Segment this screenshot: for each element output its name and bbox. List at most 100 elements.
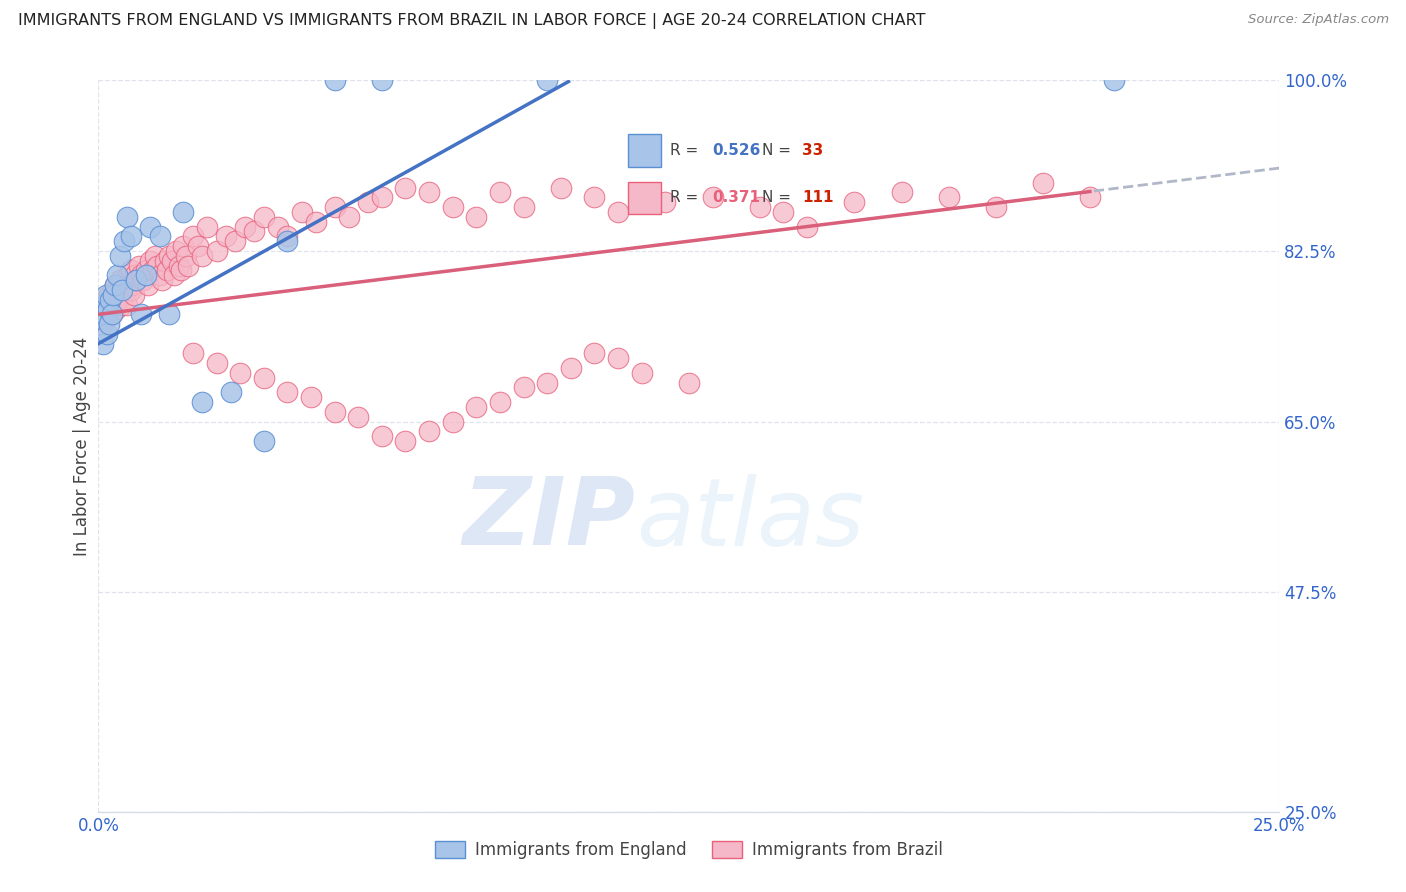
Point — [124, 268, 146, 283]
Text: N =: N = — [762, 144, 796, 158]
Point — [98, 293, 121, 307]
Point — [536, 376, 558, 390]
Point — [100, 307, 122, 321]
Point — [187, 239, 209, 253]
Point — [174, 249, 197, 263]
Text: R =: R = — [671, 190, 703, 205]
Point — [96, 326, 118, 341]
Point — [702, 190, 724, 204]
Point — [149, 268, 172, 283]
Point — [120, 283, 142, 297]
Point — [122, 288, 145, 302]
Point — [195, 219, 218, 234]
Point — [111, 297, 134, 311]
Point — [678, 376, 700, 390]
Text: atlas: atlas — [636, 474, 865, 565]
Point — [100, 307, 122, 321]
Point — [157, 307, 180, 321]
Point — [121, 263, 143, 277]
Point — [305, 215, 328, 229]
Point — [357, 195, 380, 210]
Point — [205, 244, 228, 258]
Point — [1032, 176, 1054, 190]
Text: 0.371: 0.371 — [713, 190, 761, 205]
Point — [224, 234, 246, 248]
Point — [253, 434, 276, 449]
Point — [418, 425, 440, 439]
Text: 0.526: 0.526 — [713, 144, 761, 158]
Point — [630, 366, 652, 380]
Point — [90, 307, 112, 321]
Point — [135, 268, 157, 283]
Point — [98, 293, 121, 307]
Point — [114, 283, 136, 297]
Point — [205, 356, 228, 370]
Text: N =: N = — [762, 190, 796, 205]
Point — [146, 259, 169, 273]
Legend: Immigrants from England, Immigrants from Brazil: Immigrants from England, Immigrants from… — [429, 834, 949, 865]
Point — [276, 385, 298, 400]
Point — [243, 224, 266, 238]
Point — [121, 278, 143, 293]
FancyBboxPatch shape — [627, 181, 661, 214]
Point — [844, 195, 866, 210]
Point — [170, 263, 193, 277]
Point — [172, 239, 194, 253]
Point — [93, 307, 115, 321]
Point — [323, 73, 346, 87]
Point — [112, 278, 135, 293]
Point — [772, 205, 794, 219]
Point — [177, 259, 200, 273]
Point — [125, 273, 148, 287]
Point — [115, 210, 138, 224]
Text: 111: 111 — [803, 190, 834, 205]
Point — [441, 415, 464, 429]
Point — [118, 278, 141, 293]
Text: R =: R = — [671, 144, 703, 158]
Point — [143, 249, 166, 263]
Point — [323, 200, 346, 214]
Point — [157, 249, 180, 263]
Point — [371, 429, 394, 443]
Text: 33: 33 — [803, 144, 824, 158]
Point — [139, 219, 162, 234]
Point — [465, 210, 488, 224]
Point — [129, 307, 152, 321]
Point — [215, 229, 238, 244]
Point — [1102, 73, 1125, 87]
Point — [96, 297, 118, 311]
Point — [583, 190, 606, 204]
Point — [90, 312, 112, 326]
Point — [128, 259, 150, 273]
Point — [323, 405, 346, 419]
Point — [105, 268, 128, 283]
Point — [465, 400, 488, 414]
Y-axis label: In Labor Force | Age 20-24: In Labor Force | Age 20-24 — [73, 336, 91, 556]
Text: ZIP: ZIP — [463, 473, 636, 566]
Point — [191, 249, 214, 263]
Text: IMMIGRANTS FROM ENGLAND VS IMMIGRANTS FROM BRAZIL IN LABOR FORCE | AGE 20-24 COR: IMMIGRANTS FROM ENGLAND VS IMMIGRANTS FR… — [18, 13, 925, 29]
Point — [550, 180, 572, 194]
Point — [101, 283, 124, 297]
Point — [394, 434, 416, 449]
Point — [607, 351, 630, 366]
Point — [121, 229, 143, 244]
Point — [103, 297, 125, 311]
Point — [136, 278, 159, 293]
Point — [607, 205, 630, 219]
Point — [142, 263, 165, 277]
Point — [111, 283, 134, 297]
Point — [135, 263, 157, 277]
Point — [160, 253, 183, 268]
Point — [94, 288, 117, 302]
Point — [276, 229, 298, 244]
Point — [512, 200, 534, 214]
Point — [441, 200, 464, 214]
Point — [139, 253, 162, 268]
Point — [112, 234, 135, 248]
Point — [290, 205, 312, 219]
Point — [97, 288, 120, 302]
Point — [101, 288, 124, 302]
Point — [156, 263, 179, 277]
Point — [91, 297, 114, 311]
